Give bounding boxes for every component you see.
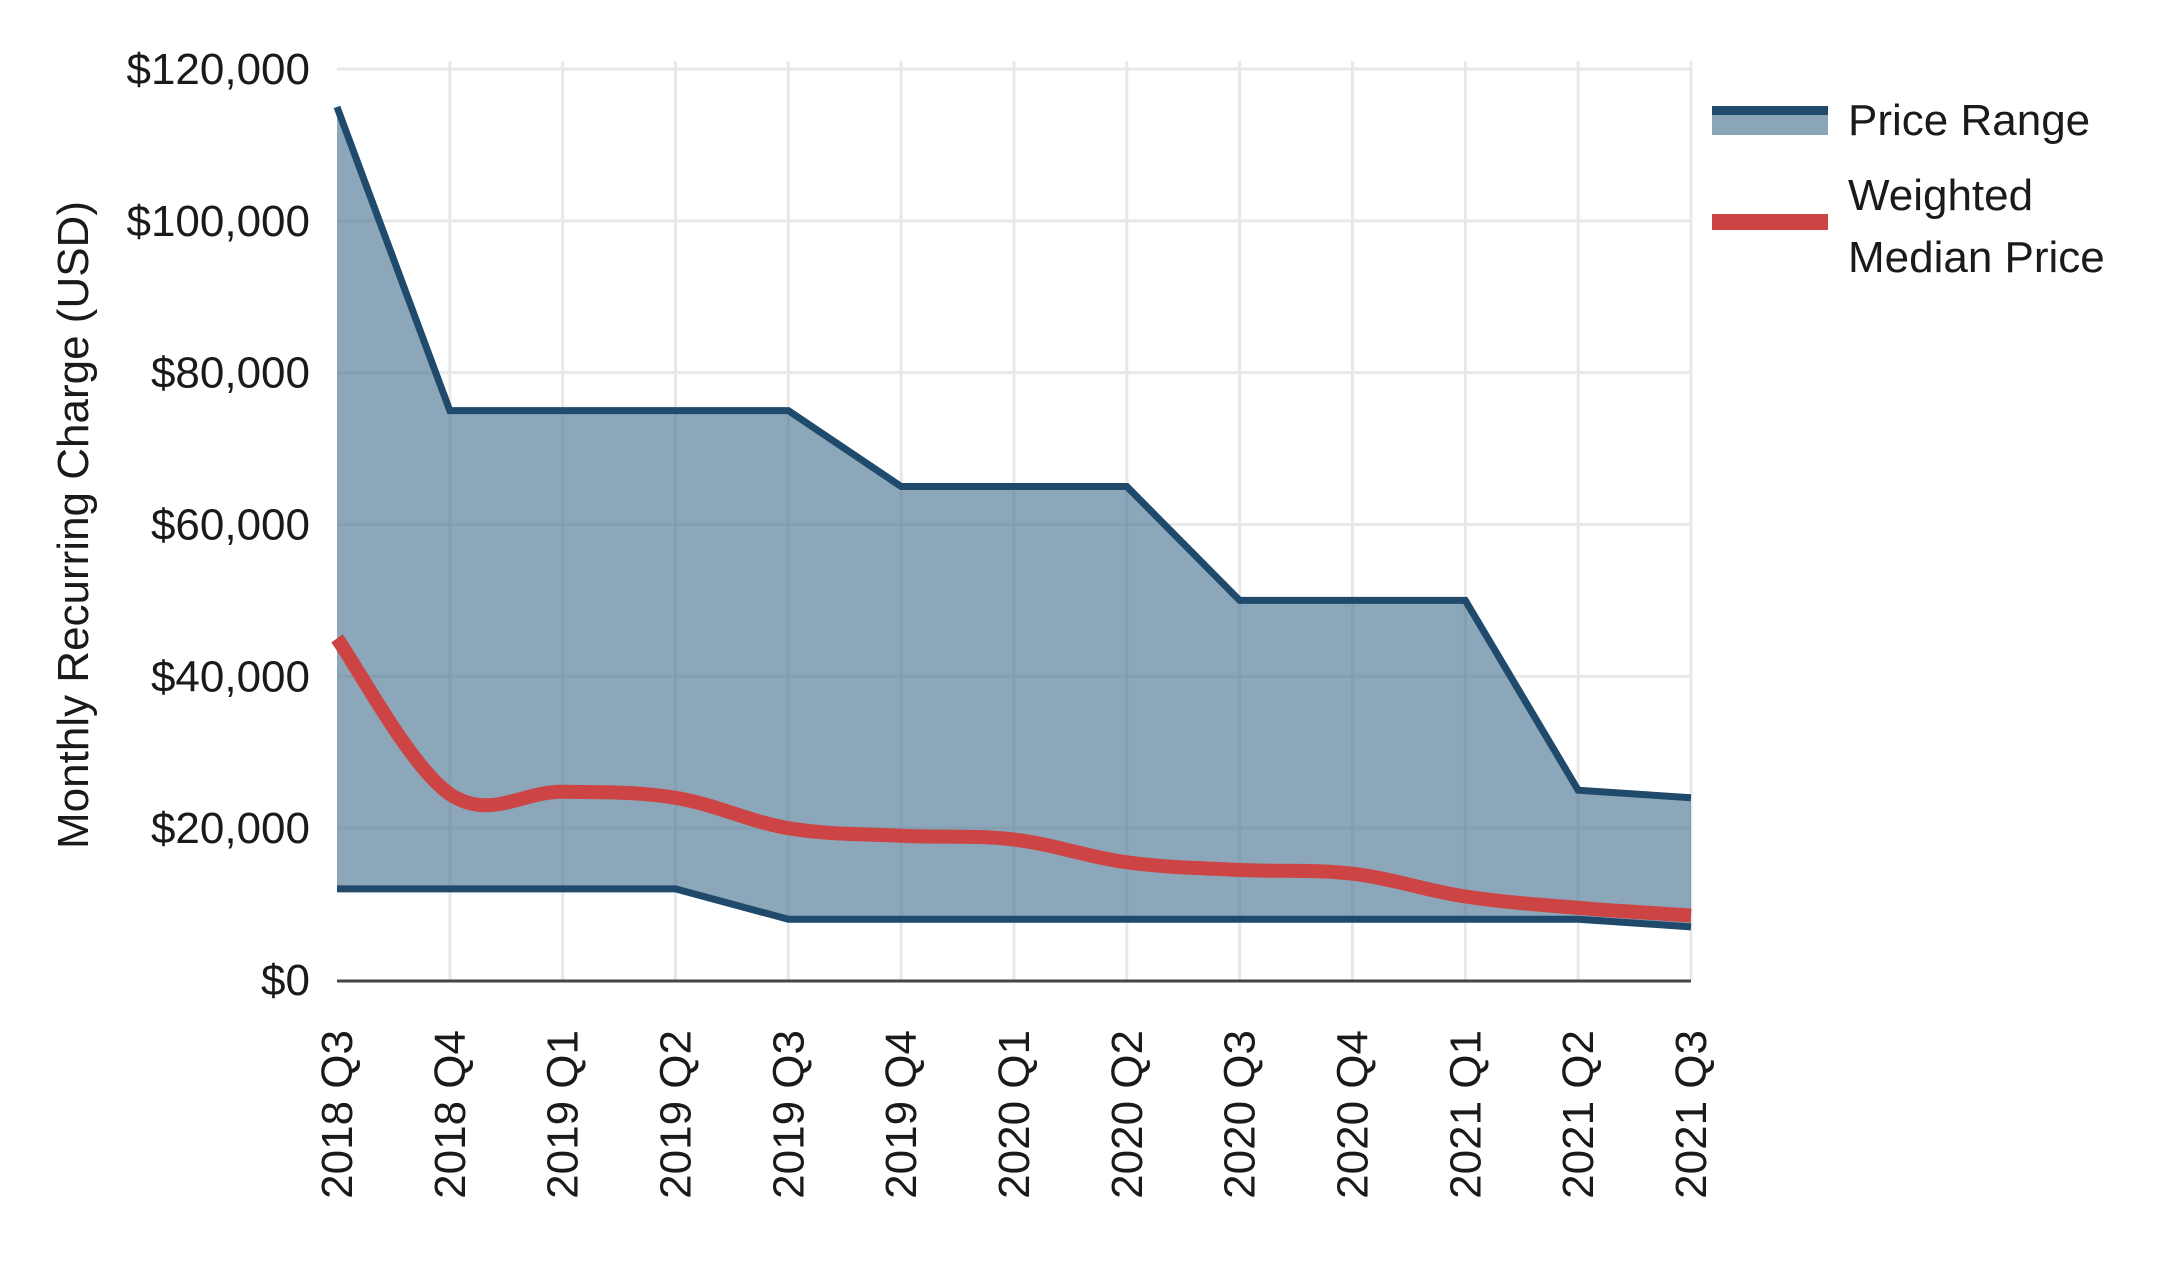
x-tick-label: 2019 Q3	[764, 1030, 813, 1199]
x-tick-label: 2021 Q2	[1554, 1030, 1603, 1199]
median-line	[331, 634, 1692, 923]
x-tick-label: 2020 Q4	[1329, 1030, 1378, 1199]
legend: Price Range Weighted Median Price	[1712, 96, 2105, 282]
x-tick-label: 2018 Q3	[313, 1030, 362, 1199]
x-tick-label: 2021 Q1	[1441, 1030, 1490, 1199]
y-tick-label: $20,000	[151, 804, 310, 853]
y-tick-label: $0	[261, 956, 310, 1005]
y-axis-title: Monthly Recurring Charge (USD)	[49, 201, 98, 849]
x-tick-label: 2019 Q1	[539, 1030, 588, 1199]
x-tick-label: 2020 Q3	[1216, 1030, 1265, 1199]
range-lower-line	[337, 885, 1692, 931]
legend-item-price-range: Price Range	[1712, 96, 2090, 145]
legend-label: Price Range	[1848, 96, 2090, 145]
x-tick-label: 2018 Q4	[426, 1030, 475, 1199]
y-tick-label: $40,000	[151, 652, 310, 701]
y-tick-label: $60,000	[151, 501, 310, 550]
y-axis-ticks: $0 $20,000 $40,000 $60,000 $80,000 $100,000 $1…	[126, 45, 310, 1005]
legend-item-weighted-median: Weighted Median Price	[1712, 171, 2105, 282]
x-tick-label: 2019 Q4	[877, 1030, 926, 1199]
x-axis-ticks: 2018 Q3 2018 Q4 2019 Q1 2019 Q2 2019 Q3 2019 …	[313, 1030, 1716, 1199]
y-tick-label: $120,000	[126, 45, 310, 94]
median-swatch	[1712, 214, 1828, 230]
price-range-swatch-line	[1712, 106, 1828, 115]
x-tick-label: 2020 Q2	[1103, 1030, 1152, 1199]
weighted-median-line	[331, 634, 1692, 923]
legend-label: Weighted	[1848, 171, 2033, 220]
y-tick-label: $100,000	[126, 197, 310, 246]
x-tick-label: 2021 Q3	[1667, 1030, 1716, 1199]
x-tick-label: 2019 Q2	[652, 1030, 701, 1199]
y-tick-label: $80,000	[151, 349, 310, 398]
x-tick-label: 2020 Q1	[990, 1030, 1039, 1199]
range-upper-line	[333, 105, 1692, 802]
legend-label: Median Price	[1848, 233, 2105, 282]
